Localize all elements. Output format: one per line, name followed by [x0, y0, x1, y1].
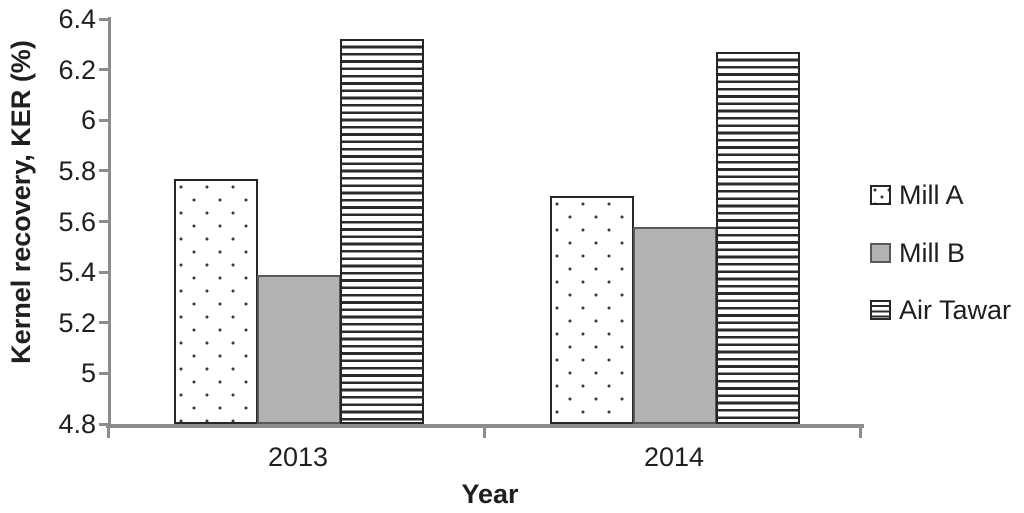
legend-label-air-tawar: Air Tawar — [899, 295, 1012, 325]
legend-label-mill-a: Mill A — [899, 180, 964, 210]
y-tick-mark-6.2 — [99, 68, 109, 72]
y-tick-mark-5.2 — [99, 321, 109, 325]
y-tick-label-5.4: 5.4 — [58, 257, 96, 288]
legend-label-mill-b: Mill B — [899, 237, 965, 268]
x-axis-title: Year — [461, 479, 519, 509]
y-tick-mark-6.4 — [99, 17, 109, 21]
legend-swatch-mill-b-icon — [870, 242, 891, 263]
bar-mill-a-2014 — [549, 196, 634, 424]
bar-air-tawar-2013 — [339, 39, 424, 425]
y-tick-label-5.6: 5.6 — [58, 206, 96, 237]
y-tick-mark-4.8 — [99, 422, 109, 426]
x-axis-line — [106, 424, 864, 428]
legend-item-mill-a: Mill A — [870, 181, 964, 209]
y-tick-mark-5.6 — [99, 220, 109, 223]
y-tick-mark-5.8 — [99, 169, 109, 173]
bar-mill-b-2013 — [256, 274, 341, 424]
y-tick-label-6: 6 — [80, 105, 96, 136]
legend-swatch-mill-a-icon — [870, 185, 891, 205]
bar-air-tawar-2014 — [715, 51, 800, 424]
y-tick-label-6.2: 6.2 — [58, 54, 96, 85]
y-tick-label-6.4: 6.4 — [58, 4, 96, 34]
x-tick-mark-2 — [859, 428, 862, 438]
x-tick-label-2014: 2014 — [643, 442, 705, 472]
x-tick-mark-1 — [483, 428, 486, 438]
y-tick-label-5.2: 5.2 — [58, 307, 96, 338]
bar-mill-b-2014 — [632, 226, 717, 424]
x-tick-label-2013: 2013 — [267, 442, 329, 472]
y-tick-mark-5.4 — [99, 270, 109, 274]
legend-swatch-air-tawar-icon — [870, 300, 891, 320]
y-tick-label-5.8: 5.8 — [58, 155, 96, 186]
y-tick-label-4.8: 4.8 — [58, 409, 96, 439]
y-tick-mark-5 — [99, 371, 109, 375]
legend-item-air-tawar: Air Tawar — [870, 296, 1011, 324]
bar-mill-a-2013 — [173, 178, 258, 424]
legend-item-mill-b: Mill B — [870, 239, 965, 267]
x-tick-mark-0 — [107, 428, 110, 438]
y-axis-line — [108, 17, 111, 426]
y-tick-mark-6 — [99, 118, 109, 122]
y-tick-label-5: 5 — [80, 358, 96, 389]
